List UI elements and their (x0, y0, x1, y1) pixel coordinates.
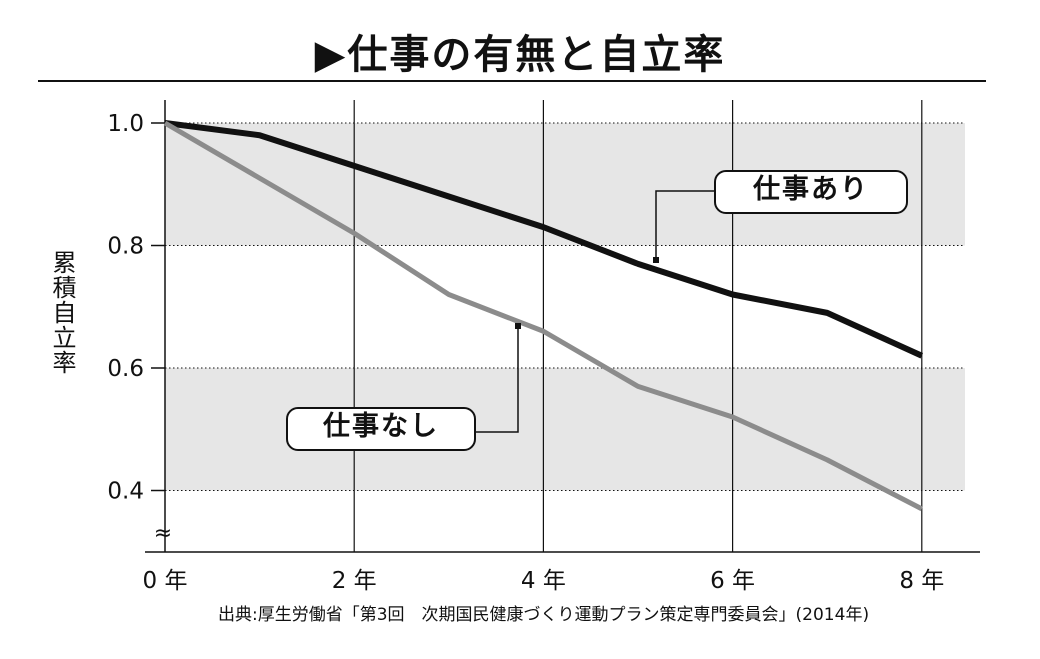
axes: ≈ (145, 100, 980, 553)
shaded-band (165, 368, 965, 491)
series-line-without-job (163, 120, 923, 512)
title-divider (38, 80, 986, 82)
series-label-without-job: 仕事なし (286, 407, 476, 451)
y-tick-label: 1.0 (107, 111, 144, 137)
x-tick-label: 2 年 (332, 568, 377, 594)
leader-dot-without-job (515, 323, 521, 329)
x-tick-label: 8 年 (899, 568, 944, 594)
leader-line-without-job (472, 326, 519, 433)
series-lines (163, 120, 924, 512)
y-axis-label: 累積自立率 (48, 250, 76, 375)
series-line-with-job (164, 120, 924, 359)
gridlines (165, 100, 965, 552)
series-label-with-job: 仕事あり (714, 170, 908, 214)
x-tick-label: 0 年 (143, 568, 188, 594)
background-bands (165, 123, 965, 491)
callout-leaders (472, 190, 714, 433)
x-tick-label: 6 年 (710, 568, 755, 594)
leader-dot-with-job (653, 257, 659, 263)
tick-labels: 1.0 0.8 0.6 0.4 0 年 2 年 4 年 6 年 8 年 (107, 111, 944, 594)
y-tick-label: 0.6 (107, 356, 144, 382)
y-tick-label: 0.4 (107, 479, 144, 505)
leader-line-with-job (655, 190, 714, 260)
x-tick-label: 4 年 (521, 568, 566, 594)
axis-break-symbol: ≈ (154, 521, 172, 546)
y-tick-label: 0.8 (107, 234, 144, 260)
page-title: ▶仕事の有無と自立率 (314, 32, 726, 78)
source-note: 出典:厚生労働省「第3回 次期国民健康づくり運動プラン策定専門委員会」(2014… (218, 605, 870, 625)
cropped-text-strip (0, 646, 1040, 659)
